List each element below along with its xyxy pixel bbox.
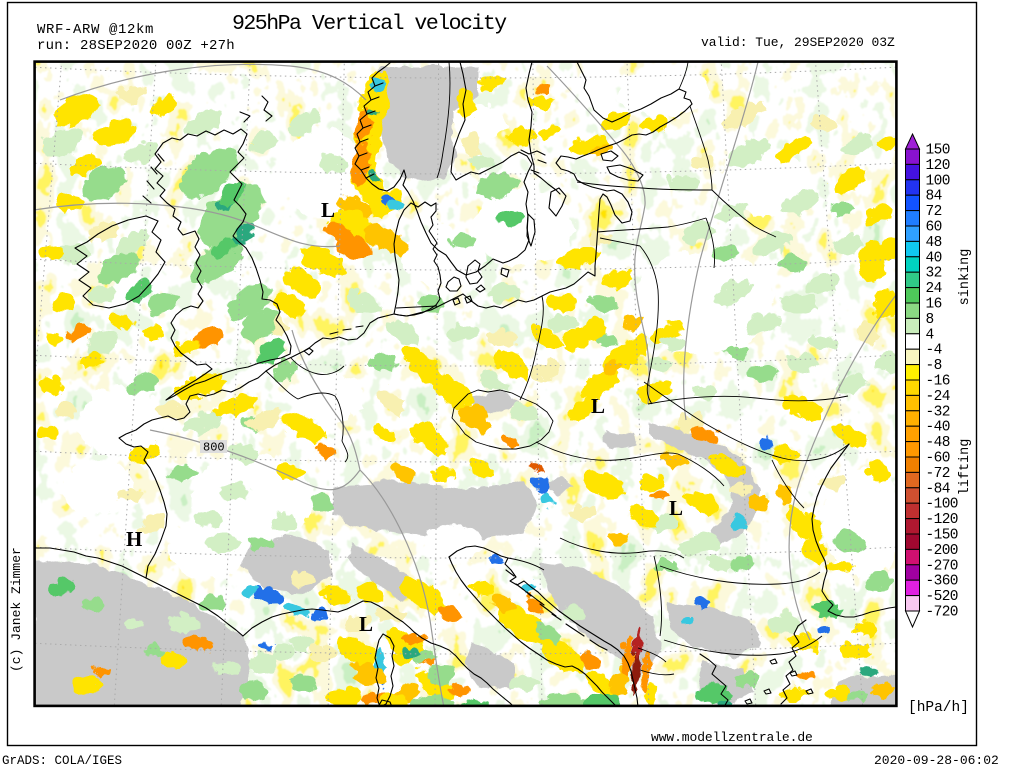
svg-text:4: 4 xyxy=(926,327,934,343)
svg-text:-720: -720 xyxy=(926,605,958,621)
svg-text:-60: -60 xyxy=(926,451,950,467)
svg-text:150: 150 xyxy=(926,143,950,159)
svg-text:-32: -32 xyxy=(926,404,950,420)
svg-text:-4: -4 xyxy=(926,343,942,359)
svg-text:-48: -48 xyxy=(926,435,950,451)
svg-text:-150: -150 xyxy=(926,528,958,544)
svg-text:valid: Tue, 29SEP2020 03Z: valid: Tue, 29SEP2020 03Z xyxy=(701,35,895,50)
svg-text:32: 32 xyxy=(926,266,942,282)
svg-text:16: 16 xyxy=(926,297,942,313)
svg-text:-270: -270 xyxy=(926,558,958,574)
svg-text:84: 84 xyxy=(926,189,942,205)
svg-text:120: 120 xyxy=(926,158,950,174)
svg-text:40: 40 xyxy=(926,250,942,266)
svg-text:-8: -8 xyxy=(926,358,942,374)
svg-text:[hPa/h]: [hPa/h] xyxy=(908,700,969,716)
svg-text:run: 28SEP2020 00Z +27h: run: 28SEP2020 00Z +27h xyxy=(37,38,235,54)
svg-text:L: L xyxy=(669,496,683,520)
svg-text:24: 24 xyxy=(926,281,942,297)
svg-text:L: L xyxy=(321,198,335,222)
svg-text:L: L xyxy=(359,612,373,636)
svg-text:-100: -100 xyxy=(926,497,958,513)
svg-text:-72: -72 xyxy=(926,466,950,482)
svg-text:8: 8 xyxy=(926,312,934,328)
svg-text:-360: -360 xyxy=(926,574,958,590)
svg-text:H: H xyxy=(126,527,142,551)
svg-text:800: 800 xyxy=(203,441,225,455)
svg-text:100: 100 xyxy=(926,173,950,189)
svg-text:L: L xyxy=(591,394,605,418)
svg-text:-40: -40 xyxy=(926,420,950,436)
svg-text:WRF-ARW @12km: WRF-ARW @12km xyxy=(37,22,154,38)
svg-text:-520: -520 xyxy=(926,589,958,605)
svg-text:48: 48 xyxy=(926,235,942,251)
svg-text:lifting: lifting xyxy=(958,439,973,496)
svg-text:-16: -16 xyxy=(926,374,950,390)
svg-text:-84: -84 xyxy=(926,481,950,497)
svg-text:60: 60 xyxy=(926,220,942,236)
svg-text:(c) Janek Zimmer: (c) Janek Zimmer xyxy=(9,547,24,672)
svg-text:72: 72 xyxy=(926,204,942,220)
svg-text:2020-09-28-06:02: 2020-09-28-06:02 xyxy=(874,753,999,768)
svg-text:GrADS: COLA/IGES: GrADS: COLA/IGES xyxy=(2,754,122,768)
svg-text:925hPa Vertical velocity: 925hPa Vertical velocity xyxy=(232,12,507,36)
svg-text:-120: -120 xyxy=(926,512,958,528)
svg-text:-200: -200 xyxy=(926,543,958,559)
svg-text:sinking: sinking xyxy=(958,249,973,306)
svg-text:-24: -24 xyxy=(926,389,950,405)
svg-text:www.modellzentrale.de: www.modellzentrale.de xyxy=(651,730,813,745)
